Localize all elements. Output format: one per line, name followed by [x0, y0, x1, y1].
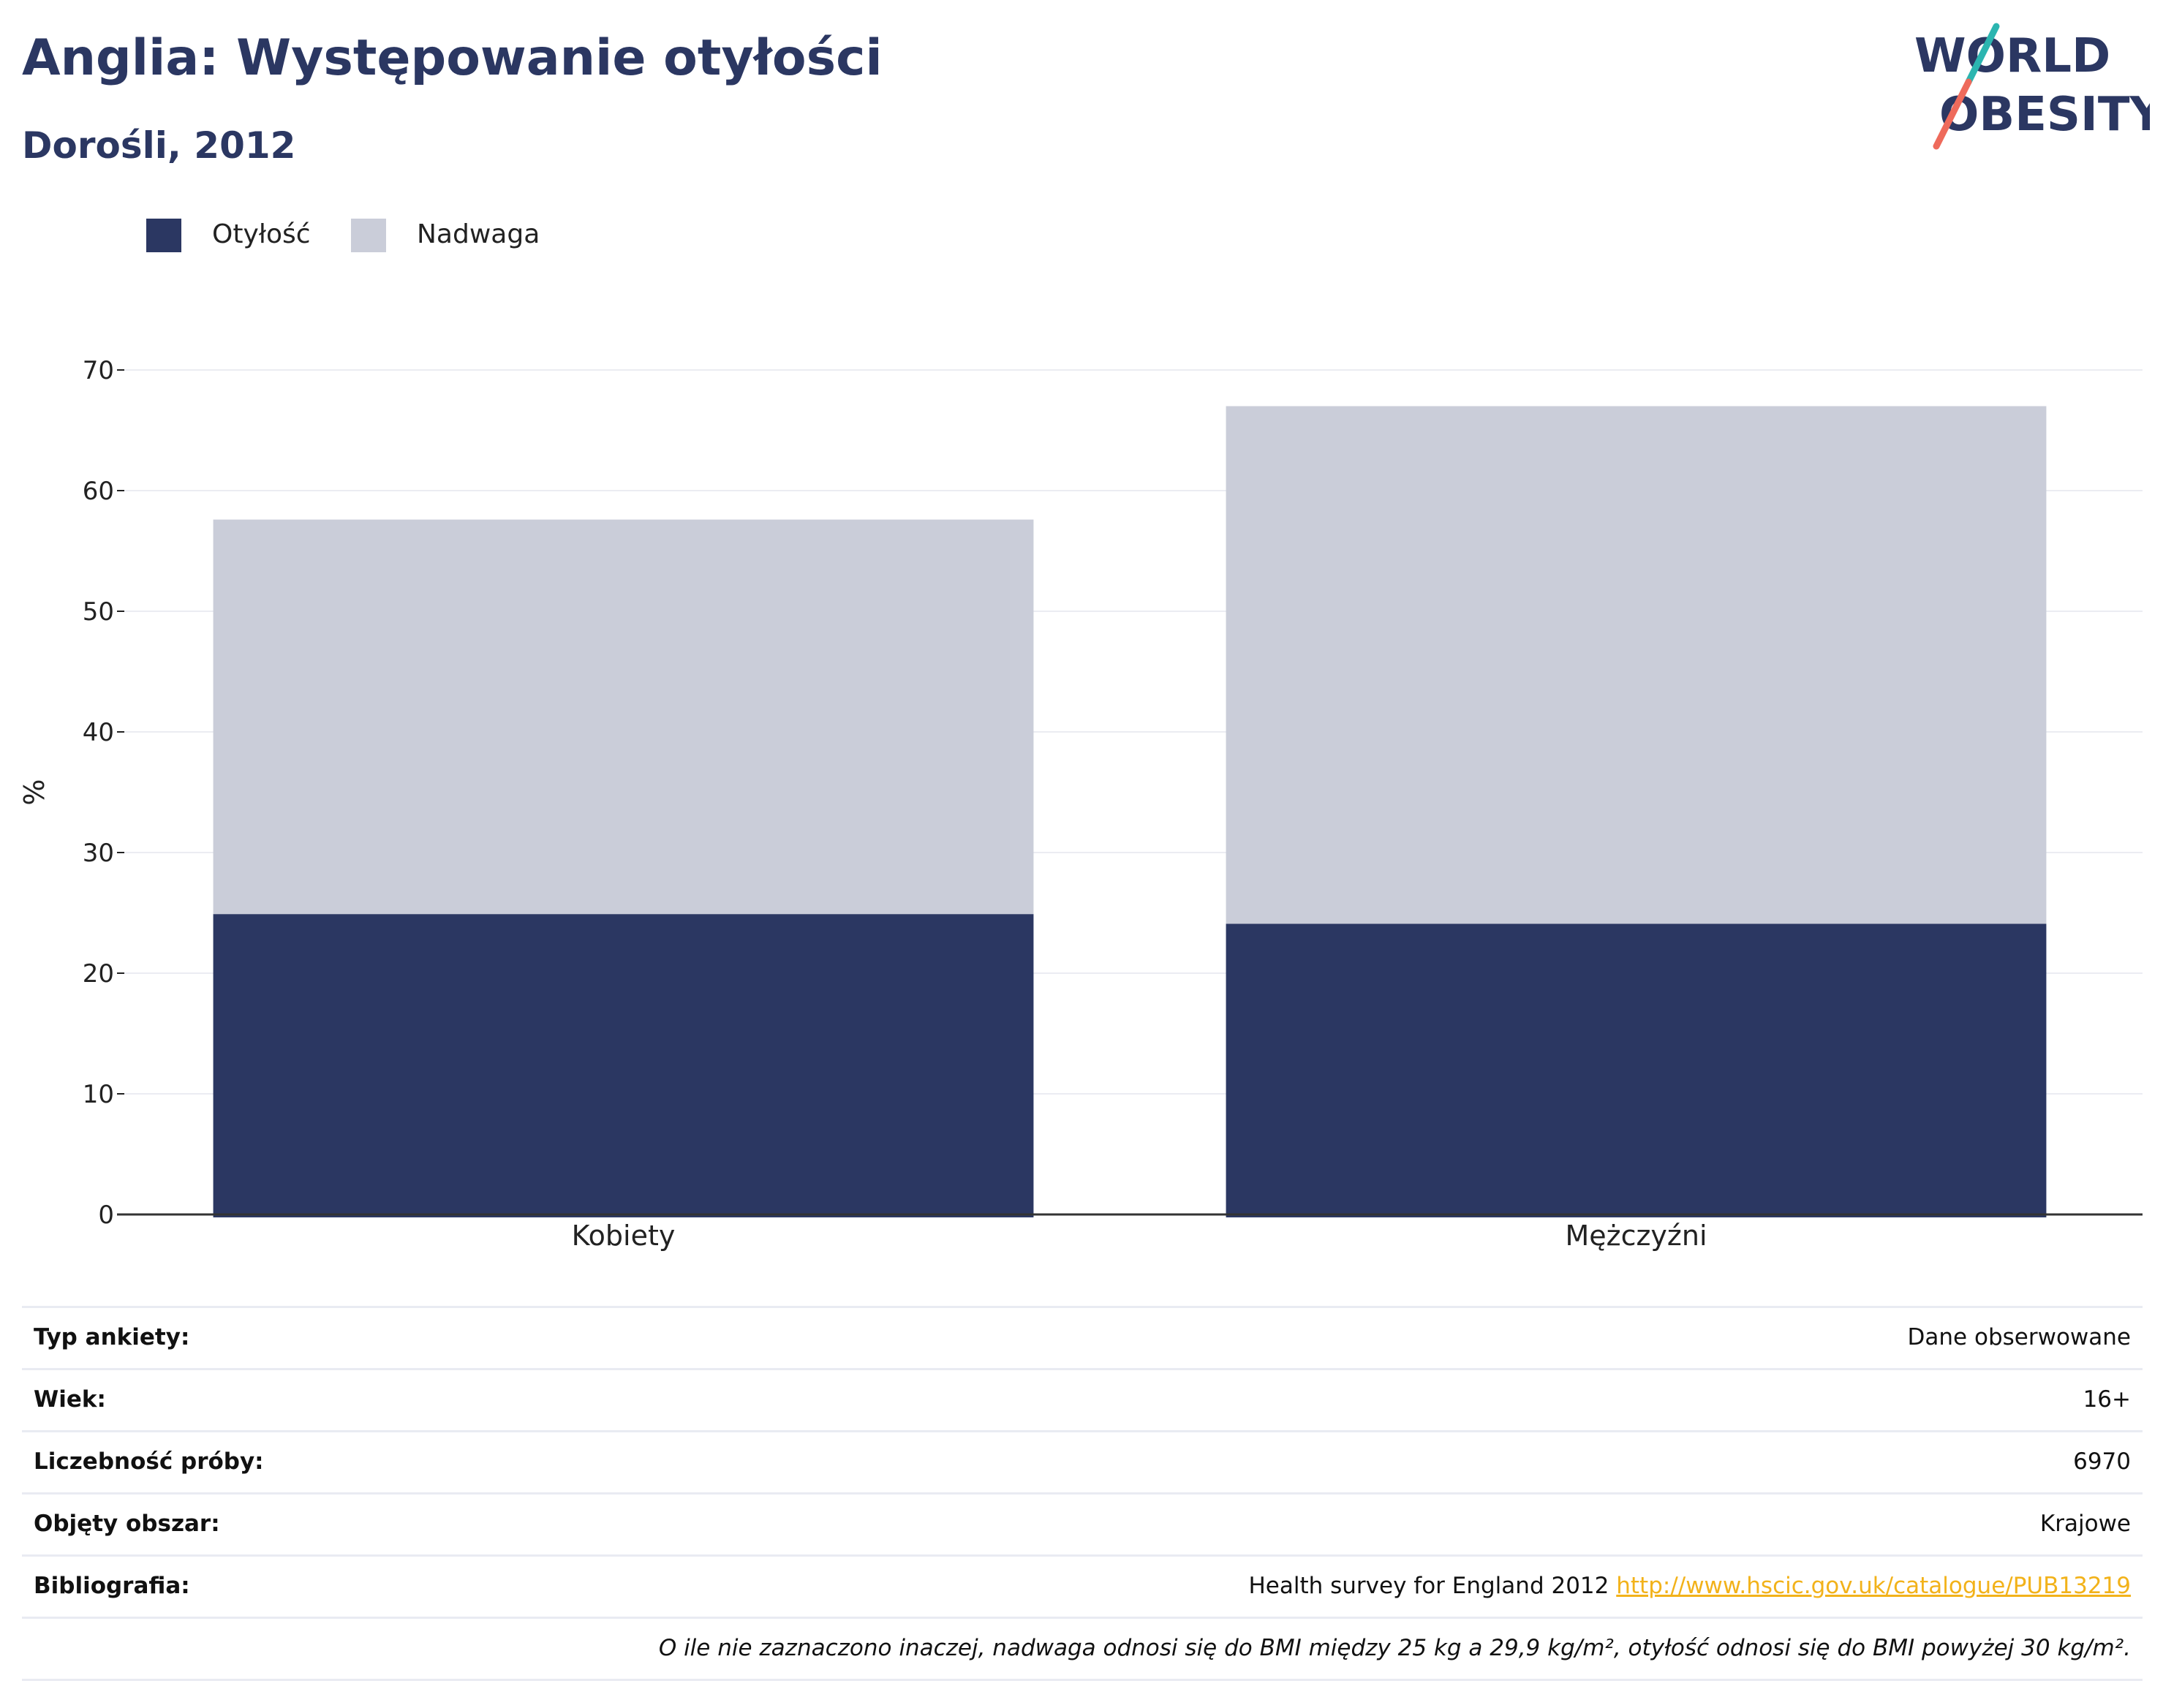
bar-oty-o-: [213, 914, 1034, 1217]
y-tick-label: 30: [83, 839, 114, 868]
info-value: 16+: [2083, 1386, 2131, 1413]
info-key: Typ ankiety:: [34, 1324, 190, 1350]
y-tick-label: 40: [83, 718, 114, 747]
bar-nadwaga: [1226, 406, 2047, 924]
y-tick-label: 10: [83, 1080, 114, 1109]
x-tick-label: Mężczyźni: [1565, 1220, 1707, 1252]
survey-info-table: Typ ankiety: Dane obserwowane Wiek: 16+ …: [22, 1306, 2143, 1681]
world-obesity-logo: WORLD OBESITY: [1914, 23, 2150, 150]
y-axis-label: %: [18, 779, 50, 805]
definition-note: O ile nie zaznaczono inaczej, nadwaga od…: [22, 1617, 2143, 1681]
info-key: Wiek:: [34, 1386, 106, 1413]
info-row-age: Wiek: 16+: [22, 1368, 2143, 1430]
y-tick-label: 0: [98, 1201, 114, 1230]
legend-label-nadwaga: Nadwaga: [417, 219, 540, 249]
svg-text:WORLD: WORLD: [1914, 29, 2110, 83]
info-row-sample-size: Liczebność próby: 6970: [22, 1430, 2143, 1492]
page-title: Anglia: Występowanie otyłości: [22, 29, 883, 87]
note-text: O ile nie zaznaczono inaczej, nadwaga od…: [658, 1635, 2131, 1661]
bar-nadwaga: [213, 519, 1034, 915]
x-tick-label: Kobiety: [572, 1220, 676, 1252]
bar-oty-o-: [1226, 923, 2047, 1217]
y-tick-label: 70: [83, 356, 114, 385]
info-row-survey-type: Typ ankiety: Dane obserwowane: [22, 1306, 2143, 1368]
stacked-bar-chart: 0 10 20 30 40 50 60 70 Kobiety Mężczyźni%: [18, 356, 2143, 1252]
info-row-bibliography: Bibliografia: Health survey for England …: [22, 1554, 2143, 1617]
bibliography-text: Health survey for England 2012: [1248, 1573, 1609, 1599]
info-key: Bibliografia:: [34, 1573, 190, 1599]
y-tick-label: 60: [83, 477, 114, 506]
page-subtitle: Dorośli, 2012: [22, 124, 296, 167]
y-tick-label: 20: [83, 959, 114, 989]
bibliography-link[interactable]: http://www.hscic.gov.uk/catalogue/PUB132…: [1616, 1573, 2131, 1599]
info-value: Dane obserwowane: [1907, 1324, 2131, 1350]
info-key: Liczebność próby:: [34, 1448, 264, 1475]
y-tick-label: 50: [83, 597, 114, 627]
info-key: Objęty obszar:: [34, 1511, 220, 1537]
legend-swatch-otylosc: [146, 219, 181, 252]
info-row-area: Objęty obszar: Krajowe: [22, 1492, 2143, 1554]
svg-text:OBESITY: OBESITY: [1939, 88, 2150, 142]
legend-label-otylosc: Otyłość: [212, 219, 311, 249]
bibliography-value: Health survey for England 2012 http://ww…: [1248, 1573, 2131, 1599]
info-value: 6970: [2073, 1448, 2131, 1475]
info-value: Krajowe: [2039, 1511, 2131, 1537]
legend-swatch-nadwaga: [351, 219, 386, 252]
